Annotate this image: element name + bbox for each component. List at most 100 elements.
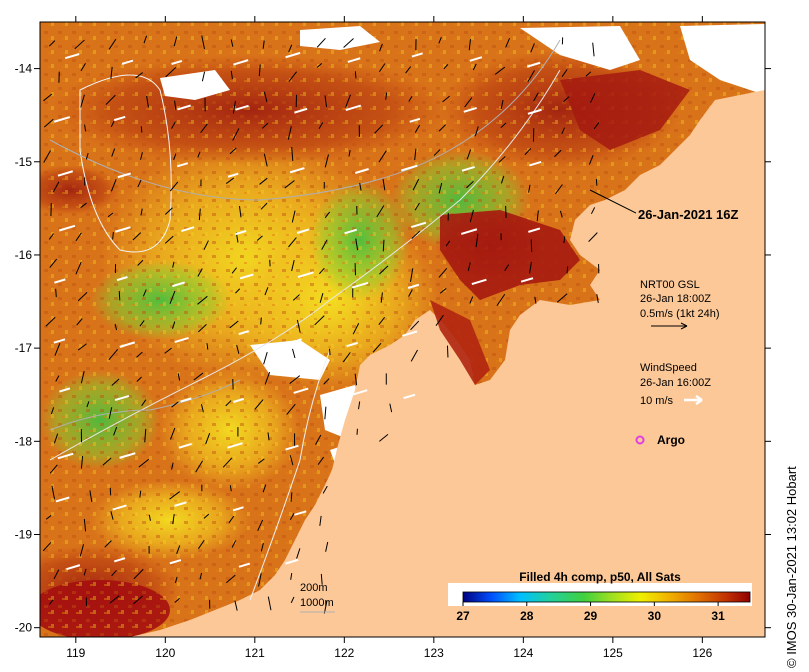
current-arrow bbox=[132, 595, 143, 605]
current-arrow bbox=[289, 455, 294, 466]
wind-arrow bbox=[293, 387, 309, 394]
wind-arrow bbox=[227, 172, 239, 178]
wind-arrow bbox=[238, 330, 250, 336]
current-arrow bbox=[43, 93, 53, 102]
current-arrow bbox=[104, 540, 112, 548]
current-arrow bbox=[291, 146, 294, 161]
current-arrow bbox=[284, 180, 295, 189]
wind-arrow bbox=[289, 167, 305, 174]
current-arrow bbox=[118, 291, 121, 301]
current-arrow bbox=[203, 513, 210, 519]
wind-arrow bbox=[285, 444, 299, 451]
current-arrow bbox=[475, 233, 479, 248]
current-arrow bbox=[529, 261, 532, 274]
current-arrow bbox=[144, 428, 147, 443]
wind-arrow bbox=[296, 228, 310, 234]
current-arrow bbox=[358, 401, 361, 410]
current-arrow bbox=[592, 42, 595, 57]
current-arrow bbox=[290, 573, 293, 580]
current-arrow bbox=[408, 96, 413, 102]
current-arrow bbox=[290, 596, 295, 604]
current-arrow bbox=[235, 288, 241, 294]
current-arrow bbox=[382, 178, 386, 191]
current-arrow bbox=[443, 64, 449, 70]
land-mass bbox=[130, 90, 765, 637]
argo-marker-icon bbox=[635, 435, 645, 445]
current-arrow bbox=[258, 64, 261, 77]
current-arrow bbox=[164, 207, 173, 215]
current-arrow bbox=[291, 210, 296, 223]
wind-arrow bbox=[354, 168, 369, 174]
current-arrow bbox=[43, 118, 54, 128]
y-tick-label: -17 bbox=[15, 341, 33, 355]
current-vectors bbox=[42, 35, 600, 614]
wind-arrow bbox=[113, 115, 126, 122]
current-arrow bbox=[379, 433, 389, 442]
current-arrow bbox=[111, 378, 120, 386]
wind-arrow bbox=[233, 397, 245, 403]
current-arrow bbox=[146, 95, 149, 108]
wind-arrow bbox=[238, 562, 251, 568]
current-arrow bbox=[114, 323, 118, 331]
current-arrow bbox=[230, 39, 234, 47]
wind-arrow bbox=[402, 330, 418, 337]
current-arrow bbox=[474, 126, 479, 137]
current-arrow bbox=[164, 347, 172, 354]
current-arrow bbox=[80, 202, 87, 209]
current-arrow bbox=[80, 62, 86, 72]
wind-arrow bbox=[463, 107, 477, 113]
current-arrow bbox=[385, 92, 388, 100]
wind-arrow bbox=[169, 559, 182, 565]
current-arrow bbox=[111, 570, 117, 577]
current-arrow bbox=[372, 342, 382, 353]
wind-arrow bbox=[529, 160, 542, 167]
current-arrow bbox=[80, 456, 84, 469]
wind-arrow bbox=[471, 278, 487, 286]
current-arrow bbox=[172, 321, 176, 329]
current-arrow bbox=[500, 122, 507, 129]
x-tick-label: 119 bbox=[66, 646, 85, 660]
wind-arrow bbox=[520, 277, 534, 283]
cloud-gap bbox=[160, 70, 230, 100]
colorbar-ticks: 27 28 29 30 31 bbox=[456, 602, 725, 623]
wind-arrow bbox=[180, 397, 192, 403]
wind-arrow bbox=[57, 452, 74, 460]
current-arrow bbox=[469, 209, 474, 223]
current-arrow bbox=[588, 154, 594, 165]
current-arrow bbox=[107, 212, 114, 218]
wind-arrow bbox=[119, 452, 136, 459]
current-arrow bbox=[52, 181, 60, 193]
wind-arrow bbox=[407, 283, 420, 289]
current-arrow bbox=[412, 178, 420, 191]
current-arrow bbox=[108, 349, 119, 361]
current-arrow bbox=[500, 99, 504, 110]
current-arrow bbox=[410, 349, 418, 362]
current-arrow bbox=[466, 180, 474, 189]
wind-arrow bbox=[289, 338, 302, 344]
current-arrow bbox=[193, 372, 204, 381]
current-arrow bbox=[200, 404, 204, 413]
current-arrow bbox=[79, 544, 85, 557]
wind-arrow bbox=[117, 172, 132, 179]
current-arrow bbox=[49, 599, 54, 605]
current-arrow bbox=[132, 232, 142, 241]
current-arrow bbox=[527, 70, 535, 83]
current-arrow bbox=[343, 38, 354, 48]
current-arrow bbox=[566, 266, 569, 274]
current-arrow bbox=[169, 427, 176, 440]
current-arrow bbox=[389, 403, 393, 413]
current-arrow bbox=[136, 376, 142, 382]
current-arrow bbox=[354, 71, 357, 79]
wind-arrow bbox=[346, 341, 358, 348]
wind-arrow bbox=[227, 442, 243, 449]
current-arrow bbox=[315, 434, 322, 445]
current-arrow bbox=[135, 72, 143, 79]
x-tick-label: 121 bbox=[245, 646, 265, 660]
wind-legend-time: 26-Jan 16:00Z bbox=[640, 377, 711, 389]
current-arrow bbox=[257, 519, 264, 532]
current-arrow bbox=[528, 184, 531, 193]
current-arrow bbox=[136, 351, 143, 358]
current-scale-arrow-icon bbox=[651, 322, 688, 330]
current-arrow bbox=[74, 39, 85, 50]
